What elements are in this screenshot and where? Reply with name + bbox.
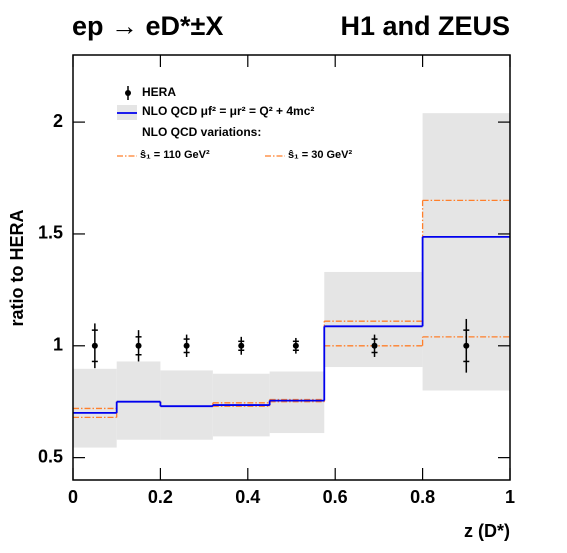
x-tick-label: 0.2 <box>148 487 173 507</box>
chart-subtitle: H1 and ZEUS <box>340 11 510 41</box>
x-tick-label: 0 <box>68 487 78 507</box>
legend-label: ŝ₁ = 30 GeV² <box>288 149 353 161</box>
band <box>116 361 161 440</box>
y-tick-label: 2 <box>53 111 63 131</box>
legend-label: NLO QCD μf² = μr² = Q² + 4mc² <box>142 104 314 118</box>
plot-frame <box>72 54 511 481</box>
legend-marker <box>125 90 131 96</box>
band <box>324 271 423 368</box>
data-point <box>91 342 98 349</box>
x-axis-label: z (D*) <box>464 521 510 541</box>
x-tick-label: 0.6 <box>323 487 348 507</box>
band <box>160 370 213 440</box>
data-point <box>371 342 378 349</box>
data-point <box>463 342 470 349</box>
legend-note: NLO QCD variations: <box>142 125 261 139</box>
data-point <box>135 342 142 349</box>
x-tick-label: 0.4 <box>235 487 260 507</box>
x-tick-label: 1 <box>505 487 515 507</box>
x-tick-label: 0.8 <box>410 487 435 507</box>
chart-title: ep → eD*±X <box>72 11 223 41</box>
y-tick-label: 1 <box>53 335 63 355</box>
y-tick-label: 1.5 <box>38 223 63 243</box>
legend-label: HERA <box>142 85 176 99</box>
legend-label: ŝ₁ = 110 GeV² <box>140 149 210 161</box>
data-point <box>183 342 190 349</box>
data-point <box>292 342 299 349</box>
y-axis-label: ratio to HERA <box>7 209 27 326</box>
y-tick-label: 0.5 <box>38 446 63 466</box>
data-point <box>238 342 245 349</box>
